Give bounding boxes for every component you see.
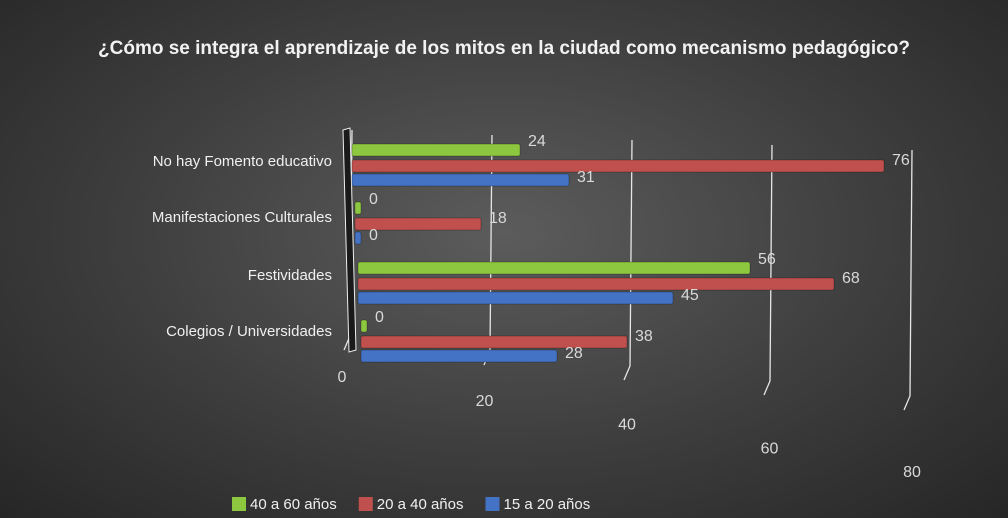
value-label: 31	[577, 169, 595, 186]
chart-title: ¿Cómo se integra el aprendizaje de los m…	[98, 38, 910, 59]
bar	[351, 143, 521, 157]
bar	[360, 319, 368, 333]
bar	[351, 159, 885, 173]
value-label: 45	[681, 287, 699, 304]
bar	[360, 349, 558, 363]
value-label: 68	[842, 270, 860, 287]
x-tick-label: 0	[338, 369, 347, 386]
value-label: 38	[635, 328, 653, 345]
x-tick-label: 80	[903, 464, 921, 481]
category-label: Manifestaciones Culturales	[152, 209, 332, 226]
x-tick-label: 60	[761, 440, 779, 457]
x-tick-label: 40	[618, 417, 636, 434]
bar	[354, 201, 362, 215]
legend-label: 15 a 20 años	[504, 496, 591, 513]
category-label: No hay Fomento educativo	[153, 153, 332, 170]
grid-line	[763, 144, 773, 396]
x-tick-label: 20	[476, 393, 494, 410]
bar	[357, 277, 835, 291]
grid-line	[903, 149, 913, 411]
value-label: 76	[892, 152, 910, 169]
value-label: 18	[489, 210, 507, 227]
value-label: 56	[758, 251, 776, 268]
bar	[351, 173, 570, 187]
value-label: 24	[528, 133, 546, 150]
legend-swatch	[485, 497, 500, 511]
category-label: Festividades	[248, 267, 332, 284]
bar	[354, 217, 482, 231]
value-label: 0	[375, 309, 384, 326]
bar	[360, 335, 628, 349]
bar	[354, 231, 362, 245]
legend-label: 20 a 40 años	[377, 496, 464, 513]
grid-line	[623, 139, 633, 381]
value-label: 0	[369, 227, 378, 244]
value-label: 28	[565, 345, 583, 362]
axis-wall	[342, 127, 357, 353]
value-label: 0	[369, 191, 378, 208]
legend-swatch	[358, 497, 373, 511]
category-label: Colegios / Universidades	[166, 323, 332, 340]
legend-swatch	[232, 497, 246, 511]
bar	[357, 291, 674, 305]
legend-label: 40 a 60 años	[250, 496, 337, 513]
bar	[357, 261, 751, 275]
